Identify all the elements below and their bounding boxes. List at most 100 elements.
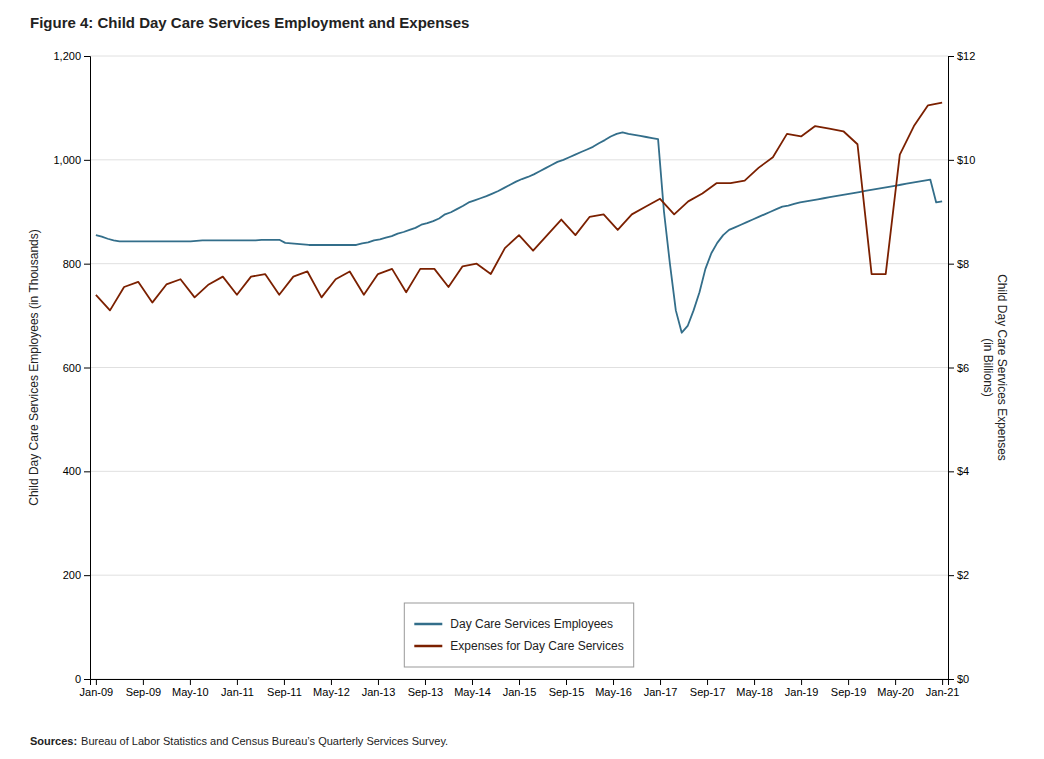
- tick-label: 200: [63, 569, 81, 581]
- tick: Jan-19: [785, 679, 819, 698]
- legend-box: [404, 603, 633, 667]
- legend: Day Care Services Employees Expenses for …: [404, 603, 633, 667]
- tick: 400: [63, 465, 90, 477]
- tick-mark: [84, 368, 90, 369]
- tick: 1,200: [53, 50, 90, 62]
- tick-label: 800: [63, 258, 81, 270]
- tick-label: $8: [957, 258, 969, 270]
- tick: $4: [948, 465, 969, 477]
- plot: Jan-09 Sep-09 May-10 Jan-11 Sep-11 May-12 Jan-…: [53, 50, 975, 698]
- tick: $0: [948, 673, 969, 685]
- tick: May-10: [172, 679, 209, 698]
- tick-mark: [84, 679, 90, 680]
- y2-axis: $0$2$4$6$8$10$12: [948, 50, 975, 685]
- axis-line: [84, 57, 91, 680]
- tick: Jan-17: [644, 679, 678, 698]
- y2-axis-title: Child Day Care Services Expenses(in Bill…: [981, 274, 1009, 461]
- tick: 0: [75, 673, 90, 685]
- tick: Sep-17: [690, 679, 725, 698]
- tick-mark: [707, 679, 708, 685]
- y2-axis-title-line: (in Billions): [981, 338, 995, 397]
- tick: 600: [63, 362, 90, 374]
- tick-mark: [948, 56, 954, 57]
- tick-mark: [848, 679, 849, 685]
- tick: Jan-09: [80, 679, 114, 698]
- tick: 200: [63, 569, 90, 581]
- tick-label: 1,000: [53, 154, 81, 166]
- tick: Sep-13: [408, 679, 443, 698]
- grid-line: [90, 367, 948, 368]
- tick: May-20: [877, 679, 914, 698]
- tick: May-14: [454, 679, 491, 698]
- tick-mark: [425, 679, 426, 685]
- tick: Sep-11: [267, 679, 302, 698]
- legend-swatch: [414, 645, 442, 648]
- tick-mark: [948, 160, 954, 161]
- tick-mark: [472, 679, 473, 685]
- axis-line: [91, 680, 949, 686]
- tick-mark: [84, 264, 90, 265]
- tick-mark: [566, 679, 567, 685]
- tick-mark: [143, 679, 144, 685]
- tick-label: May-12: [313, 686, 350, 698]
- tick-label: Sep-15: [549, 686, 584, 698]
- tick-label: $6: [957, 362, 969, 374]
- tick-label: May-16: [595, 686, 632, 698]
- tick-mark: [801, 679, 802, 685]
- tick-label: $4: [957, 465, 969, 477]
- y2-axis-title-line: Child Day Care Services Expenses: [995, 274, 1009, 461]
- tick-label: May-18: [736, 686, 773, 698]
- grid: [90, 56, 948, 679]
- tick-mark: [948, 471, 954, 472]
- tick-label: $0: [957, 673, 969, 685]
- tick-label: Sep-19: [831, 686, 866, 698]
- tick-mark: [660, 679, 661, 685]
- tick-label: Sep-13: [408, 686, 443, 698]
- y-axis-title: Child Day Care Services Employees (in Th…: [27, 229, 41, 506]
- tick-mark: [84, 160, 90, 161]
- tick: 1,000: [53, 154, 90, 166]
- background: [0, 0, 1044, 759]
- series-line: [96, 132, 942, 332]
- tick-mark: [378, 679, 379, 685]
- tick-mark: [948, 264, 954, 265]
- tick-mark: [519, 679, 520, 685]
- tick-mark: [754, 679, 755, 685]
- tick-label: Jan-15: [503, 686, 537, 698]
- tick: $8: [948, 258, 969, 270]
- tick-mark: [942, 679, 943, 685]
- series-line: [96, 103, 942, 311]
- tick: Jan-13: [362, 679, 396, 698]
- tick-label: Jan-21: [926, 686, 960, 698]
- tick-mark: [948, 368, 954, 369]
- tick-mark: [84, 471, 90, 472]
- annotation: Bureau of Labor Statistics and Census Bu…: [81, 735, 448, 747]
- legend-label: Expenses for Day Care Services: [450, 639, 623, 653]
- tick-mark: [190, 679, 191, 685]
- tick: Sep-19: [831, 679, 866, 698]
- legend-label: Day Care Services Employees: [450, 617, 613, 631]
- tick-label: 600: [63, 362, 81, 374]
- tick-label: Jan-19: [785, 686, 819, 698]
- grid-line: [90, 56, 948, 57]
- tick-mark: [613, 679, 614, 685]
- annotation: Sources:: [30, 735, 77, 747]
- series-group: [96, 103, 942, 333]
- tick-mark: [948, 575, 954, 576]
- legend-swatch: [414, 623, 442, 626]
- tick: Sep-09: [126, 679, 161, 698]
- tick: Sep-15: [549, 679, 584, 698]
- chart: Jan-09 Sep-09 May-10 Jan-11 Sep-11 May-12 Jan-…: [0, 0, 1044, 759]
- tick-label: $12: [957, 50, 975, 62]
- tick: 800: [63, 258, 90, 270]
- tick: May-16: [595, 679, 632, 698]
- tick-label: Jan-13: [362, 686, 396, 698]
- tick: Jan-11: [221, 679, 254, 698]
- source-note: Sources: Bureau of Labor Statistics and C…: [30, 735, 448, 747]
- tick: $10: [948, 154, 975, 166]
- tick-mark: [284, 679, 285, 685]
- tick-label: $10: [957, 154, 975, 166]
- tick: Jan-21: [926, 679, 960, 698]
- x-axis: Jan-09 Sep-09 May-10 Jan-11 Sep-11 May-12 Jan-…: [80, 679, 960, 698]
- tick-mark: [948, 679, 954, 680]
